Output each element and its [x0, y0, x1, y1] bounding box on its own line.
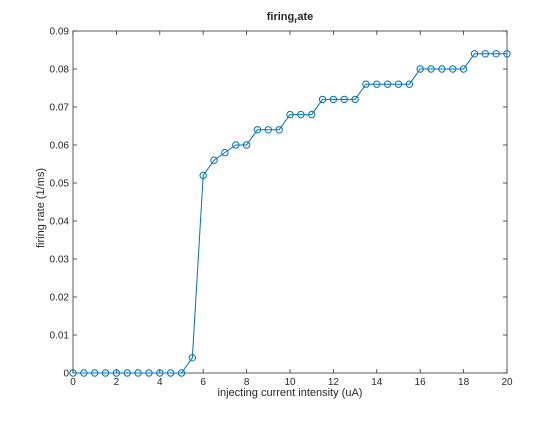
data-point: [459, 65, 468, 73]
data-point: [351, 95, 359, 104]
y-tick-label: 0: [63, 369, 69, 380]
y-tick-label: 0.04: [50, 217, 70, 228]
data-point: [449, 65, 457, 73]
y-tick-label: 0.08: [50, 65, 70, 76]
x-tick-label: 12: [328, 377, 340, 388]
data-point: [340, 95, 348, 104]
data-point: [156, 369, 164, 377]
y-axis-label: firing rate (1/ms): [35, 168, 47, 248]
data-point: [232, 141, 240, 149]
data-point: [318, 95, 327, 104]
data-point: [264, 126, 272, 134]
data-point: [242, 141, 251, 149]
data-point: [91, 369, 99, 377]
data-point: [166, 369, 175, 377]
data-point: [503, 50, 511, 58]
data-point: [383, 80, 392, 88]
series-line: [73, 53, 507, 374]
y-tick-label: 0.01: [50, 331, 70, 342]
y-tick-label: 0.06: [50, 141, 70, 152]
data-point: [470, 50, 479, 58]
data-point: [253, 126, 262, 134]
x-axis-label: injecting current intensity (uA): [218, 387, 363, 399]
data-point: [123, 369, 131, 377]
x-axis: 0 2 4 6 8 10 12 14 16 18 20: [70, 31, 513, 388]
x-tick-label: 20: [501, 377, 513, 388]
x-tick-label: 18: [458, 377, 470, 388]
data-point: [394, 80, 403, 88]
y-tick-label: 0.09: [50, 27, 70, 38]
y-tick-label: 0.05: [50, 179, 70, 190]
x-tick-label: 8: [244, 377, 250, 388]
data-point: [199, 171, 207, 180]
data-point: [69, 369, 77, 377]
data-point: [134, 369, 142, 377]
data-point: [481, 50, 489, 58]
data-point: [112, 369, 121, 377]
y-tick-label: 0.02: [50, 293, 70, 304]
data-point: [416, 65, 424, 73]
data-point: [492, 50, 500, 58]
data-point: [188, 354, 197, 362]
chart-title: firingrate: [267, 11, 314, 25]
data-point: [297, 110, 305, 119]
data-point: [221, 148, 229, 157]
data-point: [362, 80, 370, 88]
y-tick-label: 0.07: [50, 103, 70, 114]
y-tick-label: 0.03: [50, 255, 70, 266]
data-point: [373, 80, 381, 88]
data-point: [405, 80, 414, 88]
axes-box: [72, 30, 508, 374]
data-point: [329, 95, 338, 104]
data-point: [438, 65, 446, 73]
data-point: [286, 110, 294, 119]
axes-frame: [72, 30, 508, 374]
series-markers: [69, 50, 511, 377]
data-point: [80, 369, 88, 377]
x-tick-label: 16: [415, 377, 427, 388]
x-tick-label: 14: [371, 377, 383, 388]
x-tick-label: 10: [284, 377, 296, 388]
x-tick-label: 0: [70, 377, 76, 388]
data-point: [101, 369, 110, 377]
data-point: [145, 369, 153, 377]
data-point: [308, 110, 316, 119]
x-tick-label: 6: [200, 377, 206, 388]
x-tick-label: 2: [114, 377, 120, 388]
data-point: [427, 65, 435, 73]
y-axis: 0 0.01 0.02 0.03 0.04 0.05 0.06 0.07 0.08 0.09: [50, 27, 507, 380]
data-point: [210, 156, 218, 164]
data-point: [275, 126, 283, 134]
data-point: [177, 369, 186, 377]
x-tick-label: 4: [157, 377, 163, 388]
